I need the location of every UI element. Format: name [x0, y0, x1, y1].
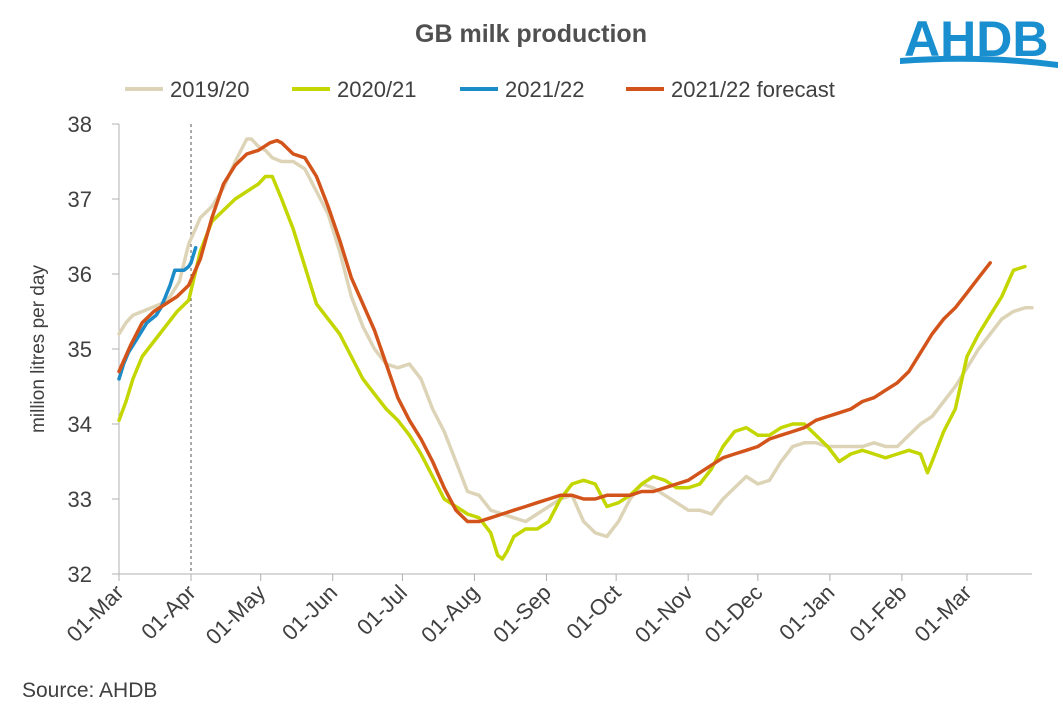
x-tick-label: 01-Sep: [488, 580, 556, 648]
y-axis: 32 33 34 35 36 37 38: [68, 112, 120, 587]
ahdb-logo: AHDB: [900, 11, 1058, 68]
y-tick-label: 38: [68, 112, 92, 137]
y-tick-label: 33: [68, 487, 92, 512]
chart-title: GB milk production: [415, 20, 647, 48]
y-axis-label: million litres per day: [28, 265, 49, 433]
x-tick-label: 01-May: [201, 580, 271, 650]
x-tick-label: 01-Mar: [62, 580, 129, 647]
x-tick-label: 01-Jul: [352, 580, 412, 640]
series-line-2019-20: [117, 137, 1034, 539]
x-tick-label: 01-Feb: [844, 580, 911, 647]
source-note: Source: AHDB: [22, 679, 157, 702]
chart-legend: 2019/20 2020/21 2021/22 2021/22 forecast: [125, 77, 835, 102]
y-tick-label: 32: [68, 562, 92, 587]
x-tick-label: 01-Aug: [416, 580, 484, 648]
x-tick-label: 01-Dec: [700, 580, 768, 648]
legend-item: 2021/22 forecast: [626, 77, 835, 102]
logo-wave-icon: [900, 55, 1058, 68]
legend-label: 2019/20: [170, 77, 250, 102]
x-tick-label: 01-Jun: [277, 580, 342, 645]
x-tick-label: 01-Mar: [910, 580, 977, 647]
legend-item: 2019/20: [125, 77, 250, 102]
y-tick-label: 37: [68, 187, 92, 212]
legend-item: 2020/21: [292, 77, 417, 102]
x-tick-label: 01-Oct: [561, 580, 625, 644]
y-tick-label: 36: [68, 262, 92, 287]
y-tick-label: 35: [68, 337, 92, 362]
legend-label: 2021/22: [505, 77, 585, 102]
y-tick-label: 34: [68, 412, 92, 437]
series-line-2021-22-forecast: [117, 138, 992, 524]
legend-label: 2021/22 forecast: [671, 77, 835, 102]
x-axis: 01-Mar 01-Apr 01-May 01-Jun 01-Jul 01-Aug 01-S…: [62, 124, 1032, 649]
series-layer: [117, 137, 1034, 561]
x-tick-label: 01-Jan: [774, 580, 839, 645]
series-line-2020-21: [117, 174, 1027, 561]
x-tick-label: 01-Apr: [136, 580, 200, 644]
legend-label: 2020/21: [337, 77, 417, 102]
x-tick-label: 01-Nov: [630, 580, 698, 648]
legend-item: 2021/22: [460, 77, 585, 102]
